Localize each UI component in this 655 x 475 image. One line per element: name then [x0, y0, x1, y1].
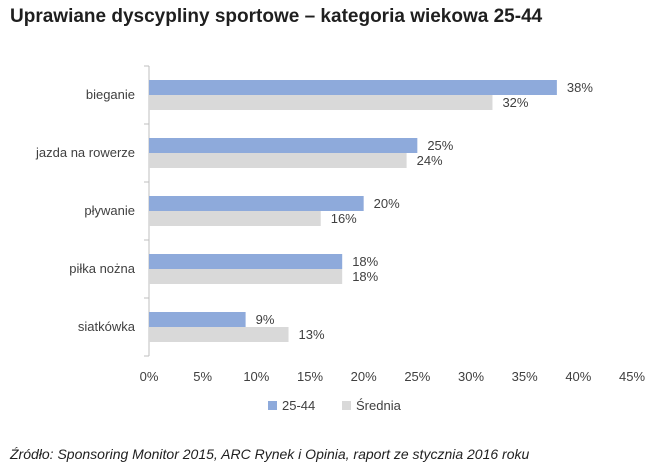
x-tick-label: 40% — [565, 369, 591, 384]
data-label: 18% — [352, 254, 378, 269]
data-label: 18% — [352, 269, 378, 284]
bar-series-2 — [149, 269, 343, 284]
data-label: 25% — [427, 138, 453, 153]
x-tick-label: 15% — [297, 369, 323, 384]
x-tick-label: 25% — [404, 369, 430, 384]
data-label: 13% — [299, 327, 325, 342]
data-label: 16% — [331, 211, 357, 226]
data-label: 24% — [417, 153, 443, 168]
bar-chart: bieganie 38%32%jazda na rowerze 25%24%pływ… — [35, 65, 645, 413]
x-tick-label: 0% — [140, 369, 159, 384]
legend-label: Średnia — [356, 398, 402, 413]
data-label: 32% — [502, 95, 528, 110]
category-label: pływanie — [84, 203, 135, 218]
legend-label: 25-44 — [282, 398, 315, 413]
x-tick-label: 10% — [243, 369, 269, 384]
x-tick-label: 5% — [193, 369, 212, 384]
bar-series-2 — [149, 95, 493, 110]
bar-series-1 — [149, 138, 418, 153]
bar-series-2 — [149, 153, 407, 168]
category-label: bieganie — [86, 87, 135, 102]
legend-swatch — [268, 401, 277, 410]
category-label: siatkówka — [78, 319, 136, 334]
bar-series-1 — [149, 196, 364, 211]
x-tick-label: 30% — [458, 369, 484, 384]
data-label: 20% — [374, 196, 400, 211]
category-label: jazda na rowerze — [35, 145, 135, 160]
source-note: Źródło: Sponsoring Monitor 2015, ARC Ryn… — [10, 446, 530, 462]
data-label: 9% — [256, 312, 275, 327]
bar-series-1 — [149, 254, 343, 269]
category-label: piłka nożna — [69, 261, 136, 276]
x-tick-label: 35% — [512, 369, 538, 384]
data-label: 38% — [567, 80, 593, 95]
bar-series-1 — [149, 80, 557, 95]
x-tick-label: 20% — [351, 369, 377, 384]
bar-series-2 — [149, 211, 321, 226]
legend-swatch — [342, 401, 351, 410]
bar-series-2 — [149, 327, 289, 342]
x-tick-label: 45% — [619, 369, 645, 384]
chart-title: Uprawiane dyscypliny sportowe – kategori… — [10, 6, 543, 27]
bar-series-1 — [149, 312, 246, 327]
